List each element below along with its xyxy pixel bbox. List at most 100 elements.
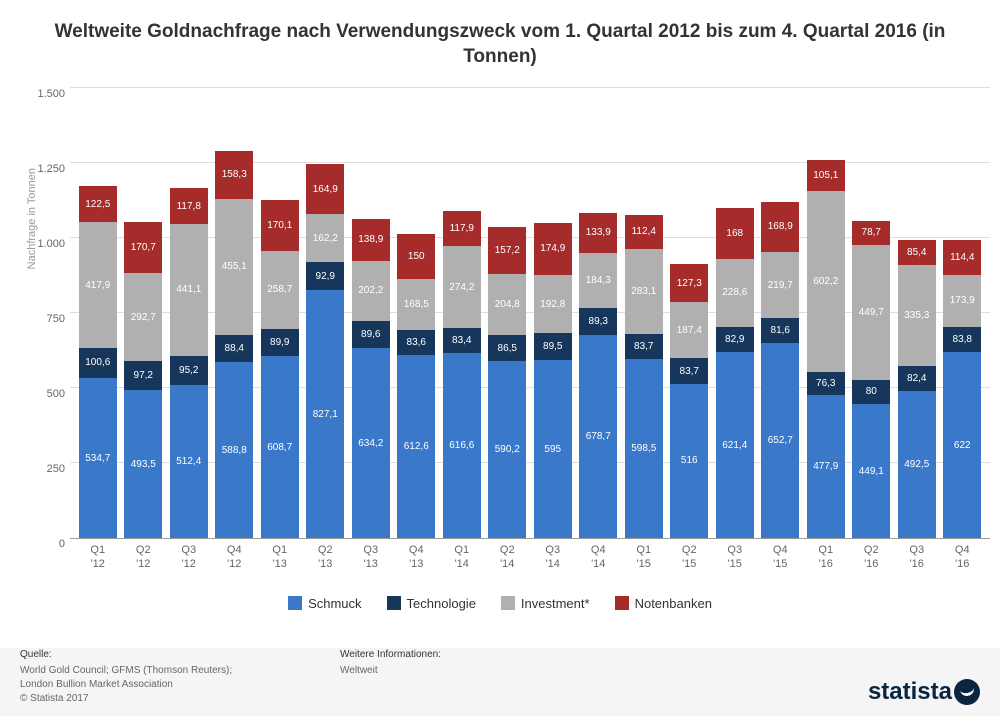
- bar-segment: 83,8: [943, 327, 981, 352]
- bar-segment: 477,9: [807, 395, 845, 538]
- bar-segment: 89,5: [534, 333, 572, 360]
- bar-group: 588,8 88,4 455,1 158,3: [215, 151, 253, 538]
- bar-segment: 89,6: [352, 321, 390, 348]
- bar-value-label: 97,2: [134, 370, 153, 381]
- bar-value-label: 88,4: [225, 343, 244, 354]
- bar-value-label: 138,9: [358, 234, 383, 245]
- bar-group: 59589,5192,8174,9: [534, 223, 572, 539]
- bar-value-label: 417,9: [85, 280, 110, 291]
- bar-segment: 202,2: [352, 261, 390, 322]
- bar-segment: 82,9: [716, 327, 754, 352]
- bar-value-label: 598,5: [631, 443, 656, 454]
- bar-value-label: 827,1: [313, 409, 338, 420]
- bar-group: 492,5 82,4 335,3 85,4: [898, 240, 936, 539]
- bar-value-label: 168,9: [768, 221, 793, 232]
- bar-value-label: 228,6: [722, 287, 747, 298]
- bar-value-label: 492,5: [904, 459, 929, 470]
- x-tick-label: Q3'13: [352, 544, 390, 570]
- bar-value-label: 173,9: [950, 295, 975, 306]
- bar-value-label: 170,1: [267, 220, 292, 231]
- legend-item: Technologie: [387, 596, 476, 611]
- x-tick-label: Q3'15: [716, 544, 754, 570]
- y-tick: 750: [20, 313, 65, 325]
- legend-label: Investment*: [521, 596, 590, 611]
- bar-segment: 622: [943, 352, 981, 539]
- bar-group: 608,7 89,9 258,7 170,1: [261, 200, 299, 538]
- bar-value-label: 158,3: [222, 169, 247, 180]
- bar-segment: 81,6: [761, 318, 799, 342]
- bar-segment: 150: [397, 234, 435, 279]
- bar-value-label: 622: [954, 440, 971, 451]
- bar-value-label: 162,2: [313, 233, 338, 244]
- bar-group: 51683,7187,4127,3: [670, 264, 708, 538]
- x-tick-label: Q3'16: [898, 544, 936, 570]
- bar-segment: 157,2: [488, 227, 526, 274]
- bar-value-label: 89,9: [270, 337, 289, 348]
- bar-value-label: 85,4: [907, 247, 926, 258]
- bar-segment: 105,1: [807, 160, 845, 192]
- bar-segment: 168,5: [397, 279, 435, 330]
- bar-group: 590,286,5204,8157,2: [488, 227, 526, 539]
- bar-value-label: 83,7: [634, 341, 653, 352]
- bar-value-label: 184,3: [586, 275, 611, 286]
- bar-segment: 283,1: [625, 249, 663, 334]
- bar-group: 477,976,3602,2105,1: [807, 160, 845, 538]
- legend-label: Schmuck: [308, 596, 361, 611]
- bar-segment: 512,4: [170, 385, 208, 539]
- y-tick: 0: [20, 538, 65, 550]
- bar-group: 634,289,6202,2138,9: [352, 219, 390, 538]
- bar-segment: 492,5: [898, 391, 936, 539]
- bar-value-label: 455,1: [222, 261, 247, 272]
- bar-segment: 122,5: [79, 186, 117, 223]
- bar-segment: 82,4: [898, 366, 936, 391]
- bar-segment: 112,4: [625, 215, 663, 249]
- bar-segment: 590,2: [488, 361, 526, 538]
- x-tick-label: Q1'15: [625, 544, 663, 570]
- x-tick-label: Q4'15: [761, 544, 799, 570]
- bar-value-label: 164,9: [313, 184, 338, 195]
- info-head: Weitere Informationen:: [340, 648, 441, 662]
- bar-group: 678,789,3184,3133,9: [579, 213, 617, 539]
- bar-segment: 493,5: [124, 390, 162, 538]
- grid-line: [70, 87, 990, 88]
- bar-segment: 602,2: [807, 191, 845, 372]
- bar-value-label: 83,8: [953, 334, 972, 345]
- bar-segment: 127,3: [670, 264, 708, 302]
- x-tick-label: Q2'15: [670, 544, 708, 570]
- bar-segment: 516: [670, 384, 708, 539]
- bar-value-label: 608,7: [267, 442, 292, 453]
- bar-value-label: 292,7: [131, 312, 156, 323]
- bar-group: 616,683,4274,2117,9: [443, 211, 481, 539]
- bar-value-label: 174,9: [540, 243, 565, 254]
- bar-value-label: 588,8: [222, 445, 247, 456]
- bar-segment: 168,9: [761, 202, 799, 253]
- bar-segment: 417,9: [79, 222, 117, 347]
- bar-segment: 219,7: [761, 252, 799, 318]
- legend: SchmuckTechnologieInvestment*Notenbanken: [20, 596, 980, 611]
- info-body: Weltweit: [340, 664, 441, 678]
- bar-group: 652,781,6219,7168,9: [761, 202, 799, 539]
- info-block: Weitere Informationen: Weltweit: [340, 648, 441, 706]
- bar-value-label: 100,6: [85, 357, 110, 368]
- bar-value-label: 170,7: [131, 242, 156, 253]
- footer: Quelle: World Gold Council; GFMS (Thomso…: [0, 648, 1000, 716]
- bar-value-label: 192,8: [540, 299, 565, 310]
- x-tick-label: Q1'14: [443, 544, 481, 570]
- bar-segment: 88,4: [215, 335, 253, 362]
- bar-value-label: 335,3: [904, 310, 929, 321]
- bar-value-label: 157,2: [495, 245, 520, 256]
- bar-segment: 83,6: [397, 330, 435, 355]
- bar-segment: 258,7: [261, 251, 299, 329]
- bar-value-label: 82,4: [907, 373, 926, 384]
- bar-segment: 449,7: [852, 245, 890, 380]
- bar-value-label: 283,1: [631, 286, 656, 297]
- bar-value-label: 133,9: [586, 227, 611, 238]
- y-axis-label: Nachfrage in Tonnen: [26, 168, 38, 269]
- bar-value-label: 258,7: [267, 284, 292, 295]
- x-tick-label: Q3'12: [170, 544, 208, 570]
- bar-segment: 76,3: [807, 372, 845, 395]
- y-tick: 1.000: [20, 238, 65, 250]
- bar-segment: 449,1: [852, 404, 890, 539]
- bar-segment: 827,1: [306, 290, 344, 538]
- bar-segment: 117,9: [443, 211, 481, 246]
